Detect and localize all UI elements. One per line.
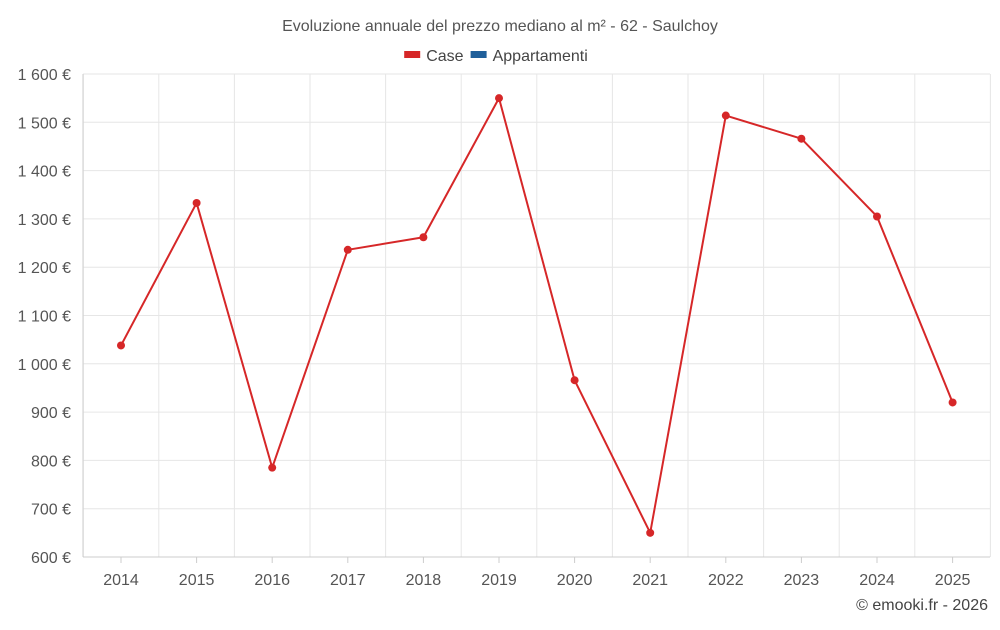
y-tick-label: 700 € — [31, 502, 71, 519]
data-point[interactable] — [646, 528, 655, 537]
x-tick-label: 2019 — [481, 572, 517, 589]
data-point[interactable] — [948, 398, 957, 407]
data-point[interactable] — [268, 463, 277, 472]
legend-swatch — [470, 51, 487, 58]
legend-item-appartamenti[interactable]: Appartamenti — [470, 48, 588, 65]
data-point[interactable] — [570, 376, 579, 385]
x-tick-label: 2015 — [179, 572, 215, 589]
x-tick-label: 2021 — [632, 572, 668, 589]
y-tick-label: 600 € — [31, 550, 71, 567]
legend[interactable]: Case Appartamenti — [404, 48, 588, 65]
x-tick-label: 2024 — [859, 572, 895, 589]
y-tick-label: 900 € — [31, 405, 71, 422]
y-tick-label: 1 300 € — [18, 212, 71, 229]
data-point[interactable] — [797, 134, 806, 143]
y-tick-label: 1 400 € — [18, 164, 71, 181]
data-point[interactable] — [495, 94, 503, 103]
y-tick-label: 800 € — [31, 453, 71, 470]
y-tick-label: 1 500 € — [18, 115, 71, 132]
x-tick-label: 2018 — [406, 572, 442, 589]
x-tick-label: 2014 — [103, 572, 139, 589]
x-tick-label: 2025 — [935, 572, 971, 589]
x-tick-label: 2020 — [557, 572, 593, 589]
legend-item-case[interactable]: Case — [404, 48, 464, 65]
chart-title: Evoluzione annuale del prezzo mediano al… — [282, 18, 718, 35]
x-tick-label: 2016 — [254, 572, 290, 589]
y-tick-label: 1 100 € — [18, 309, 71, 326]
x-tick-label: 2017 — [330, 572, 366, 589]
data-point[interactable] — [343, 245, 352, 254]
data-point[interactable] — [873, 212, 881, 221]
series-line-case — [120, 97, 954, 534]
x-tick-label: 2023 — [784, 572, 820, 589]
y-tick-label: 1 000 € — [18, 357, 71, 374]
grid — [82, 73, 991, 558]
data-point[interactable] — [419, 233, 428, 242]
legend-swatch — [404, 51, 421, 58]
data-point[interactable] — [721, 111, 730, 120]
series — [117, 94, 957, 537]
axes: 600 € 700 € 800 € 900 € 1 000 € 1 100 € 1 200 … — [18, 67, 990, 589]
data-point[interactable] — [192, 198, 201, 207]
data-point[interactable] — [117, 341, 125, 350]
credit-text: © emooki.fr - 2026 — [856, 597, 988, 614]
x-tick-label: 2022 — [708, 572, 744, 589]
legend-label: Appartamenti — [493, 48, 588, 65]
legend-label: Case — [426, 48, 463, 65]
y-tick-label: 1 600 € — [18, 67, 71, 84]
y-tick-label: 1 200 € — [18, 260, 71, 277]
